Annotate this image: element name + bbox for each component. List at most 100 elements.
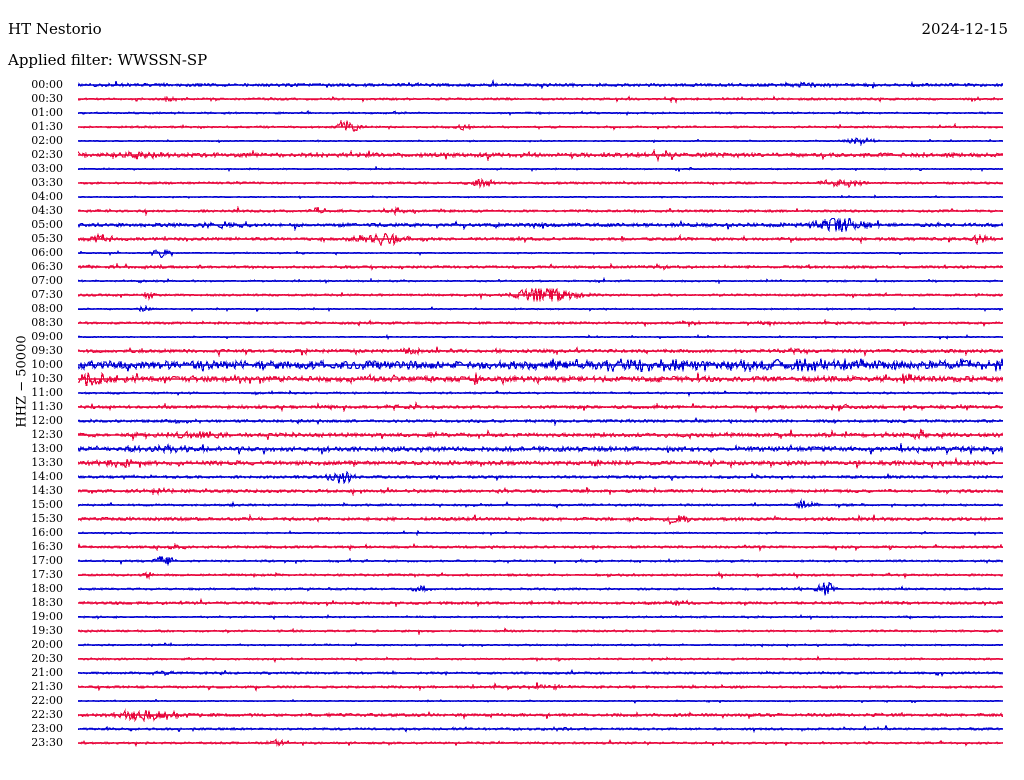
- waveform-trace: [78, 92, 1003, 106]
- trace-row: 22:00: [0, 694, 1024, 708]
- record-date: 2024-12-15: [921, 20, 1008, 38]
- trace-row: 06:30: [0, 260, 1024, 274]
- trace-row: 03:30: [0, 176, 1024, 190]
- trace-row: 13:00: [0, 442, 1024, 456]
- time-tick-label: 17:00: [31, 554, 63, 567]
- time-tick-label: 16:00: [31, 526, 63, 539]
- trace-row: 22:30: [0, 708, 1024, 722]
- trace-row: 09:00: [0, 330, 1024, 344]
- time-tick-label: 14:30: [31, 484, 63, 497]
- waveform-trace: [78, 442, 1003, 456]
- time-tick-label: 17:30: [31, 568, 63, 581]
- trace-row: 03:00: [0, 162, 1024, 176]
- trace-row: 20:00: [0, 638, 1024, 652]
- trace-row: 10:00: [0, 358, 1024, 372]
- waveform-trace: [78, 386, 1003, 400]
- time-tick-label: 18:30: [31, 596, 63, 609]
- applied-filter-label: Applied filter: WWSSN-SP: [8, 51, 208, 69]
- time-tick-label: 04:30: [31, 204, 63, 217]
- waveform-trace: [78, 162, 1003, 176]
- trace-row: 06:00: [0, 246, 1024, 260]
- waveform-trace: [78, 624, 1003, 638]
- waveform-trace: [78, 652, 1003, 666]
- waveform-trace: [78, 260, 1003, 274]
- waveform-trace: [78, 722, 1003, 736]
- waveform-trace: [78, 344, 1003, 358]
- trace-row: 20:30: [0, 652, 1024, 666]
- time-tick-label: 22:00: [31, 694, 63, 707]
- waveform-trace: [78, 610, 1003, 624]
- time-tick-label: 13:30: [31, 456, 63, 469]
- waveform-trace: [78, 456, 1003, 470]
- waveform-trace: [78, 274, 1003, 288]
- time-tick-label: 15:30: [31, 512, 63, 525]
- trace-row: 19:00: [0, 610, 1024, 624]
- waveform-trace: [78, 134, 1003, 148]
- time-tick-label: 22:30: [31, 708, 63, 721]
- time-tick-label: 19:30: [31, 624, 63, 637]
- time-tick-label: 09:00: [31, 330, 63, 343]
- time-tick-label: 00:30: [31, 92, 63, 105]
- time-tick-label: 23:00: [31, 722, 63, 735]
- waveform-trace: [78, 316, 1003, 330]
- trace-row: 02:30: [0, 148, 1024, 162]
- time-tick-label: 08:00: [31, 302, 63, 315]
- trace-row: 14:00: [0, 470, 1024, 484]
- trace-row: 09:30: [0, 344, 1024, 358]
- trace-row: 10:30: [0, 372, 1024, 386]
- trace-row: 16:30: [0, 540, 1024, 554]
- time-tick-label: 05:30: [31, 232, 63, 245]
- time-tick-label: 19:00: [31, 610, 63, 623]
- waveform-trace: [78, 708, 1003, 722]
- time-tick-label: 03:30: [31, 176, 63, 189]
- trace-row: 17:00: [0, 554, 1024, 568]
- trace-row: 00:00: [0, 78, 1024, 92]
- trace-row: 08:30: [0, 316, 1024, 330]
- waveform-trace: [78, 190, 1003, 204]
- time-tick-label: 21:30: [31, 680, 63, 693]
- waveform-trace: [78, 680, 1003, 694]
- trace-row: 12:00: [0, 414, 1024, 428]
- time-tick-label: 03:00: [31, 162, 63, 175]
- trace-row: 04:00: [0, 190, 1024, 204]
- trace-row: 02:00: [0, 134, 1024, 148]
- waveform-trace: [78, 400, 1003, 414]
- waveform-trace: [78, 372, 1003, 386]
- time-tick-label: 20:00: [31, 638, 63, 651]
- trace-row: 07:00: [0, 274, 1024, 288]
- time-tick-label: 11:00: [31, 386, 63, 399]
- waveform-trace: [78, 596, 1003, 610]
- waveform-trace: [78, 218, 1003, 232]
- time-tick-label: 16:30: [31, 540, 63, 553]
- waveform-trace: [78, 694, 1003, 708]
- time-tick-label: 10:00: [31, 358, 63, 371]
- waveform-trace: [78, 498, 1003, 512]
- time-tick-label: 02:30: [31, 148, 63, 161]
- time-tick-label: 13:00: [31, 442, 63, 455]
- waveform-trace: [78, 638, 1003, 652]
- time-tick-label: 07:30: [31, 288, 63, 301]
- trace-row: 21:00: [0, 666, 1024, 680]
- waveform-trace: [78, 330, 1003, 344]
- time-tick-label: 10:30: [31, 372, 63, 385]
- time-tick-label: 02:00: [31, 134, 63, 147]
- trace-row: 14:30: [0, 484, 1024, 498]
- station-title: HT Nestorio: [8, 20, 102, 38]
- waveform-trace: [78, 176, 1003, 190]
- time-tick-label: 01:30: [31, 120, 63, 133]
- time-tick-label: 07:00: [31, 274, 63, 287]
- waveform-trace: [78, 78, 1003, 92]
- waveform-trace: [78, 428, 1003, 442]
- waveform-trace: [78, 470, 1003, 484]
- time-tick-label: 05:00: [31, 218, 63, 231]
- time-tick-label: 00:00: [31, 78, 63, 91]
- trace-row: 11:30: [0, 400, 1024, 414]
- trace-row: 13:30: [0, 456, 1024, 470]
- time-tick-label: 12:30: [31, 428, 63, 441]
- trace-row: 05:00: [0, 218, 1024, 232]
- time-tick-label: 14:00: [31, 470, 63, 483]
- time-tick-label: 12:00: [31, 414, 63, 427]
- waveform-trace: [78, 512, 1003, 526]
- waveform-trace: [78, 568, 1003, 582]
